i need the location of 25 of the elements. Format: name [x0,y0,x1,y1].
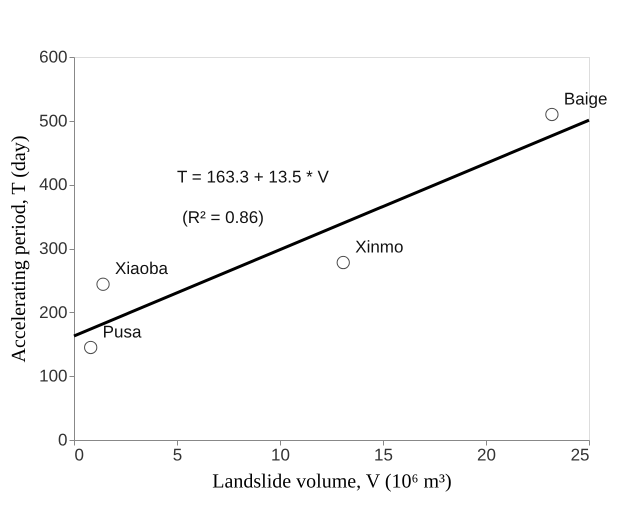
x-tick-label: 15 [374,446,393,464]
y-tick-label: 600 [39,48,68,66]
y-tick-label: 0 [58,430,68,450]
annotation: (R² = 0.86) [182,208,264,227]
point [96,278,110,291]
point [336,256,350,270]
annotation: Baige [564,89,608,108]
annotation: Xiaoba [115,259,169,278]
y-tick-label: 300 [39,239,68,258]
x-tick-label: 25 [570,446,590,464]
x-tick-label: 10 [271,446,290,464]
annotation: T = 163.3 + 13.5 * V [177,168,330,187]
x-tick-label: 5 [172,446,182,464]
x-tick-label: 0 [74,446,84,464]
annotation: Xinmo [355,238,404,257]
y-tick-label: 100 [39,366,68,386]
x-axis-title: Landslide volume, V (10⁶ m³) [212,470,452,492]
y-tick-label: 200 [39,302,68,322]
annotation: Pusa [102,322,142,342]
point [84,340,98,354]
y-tick-label: 500 [39,111,68,130]
y-axis-title: Accelerating period, T (day) [8,136,30,362]
point [545,108,559,122]
x-tick-label: 20 [477,446,496,464]
y-tick-label: 400 [39,175,68,194]
